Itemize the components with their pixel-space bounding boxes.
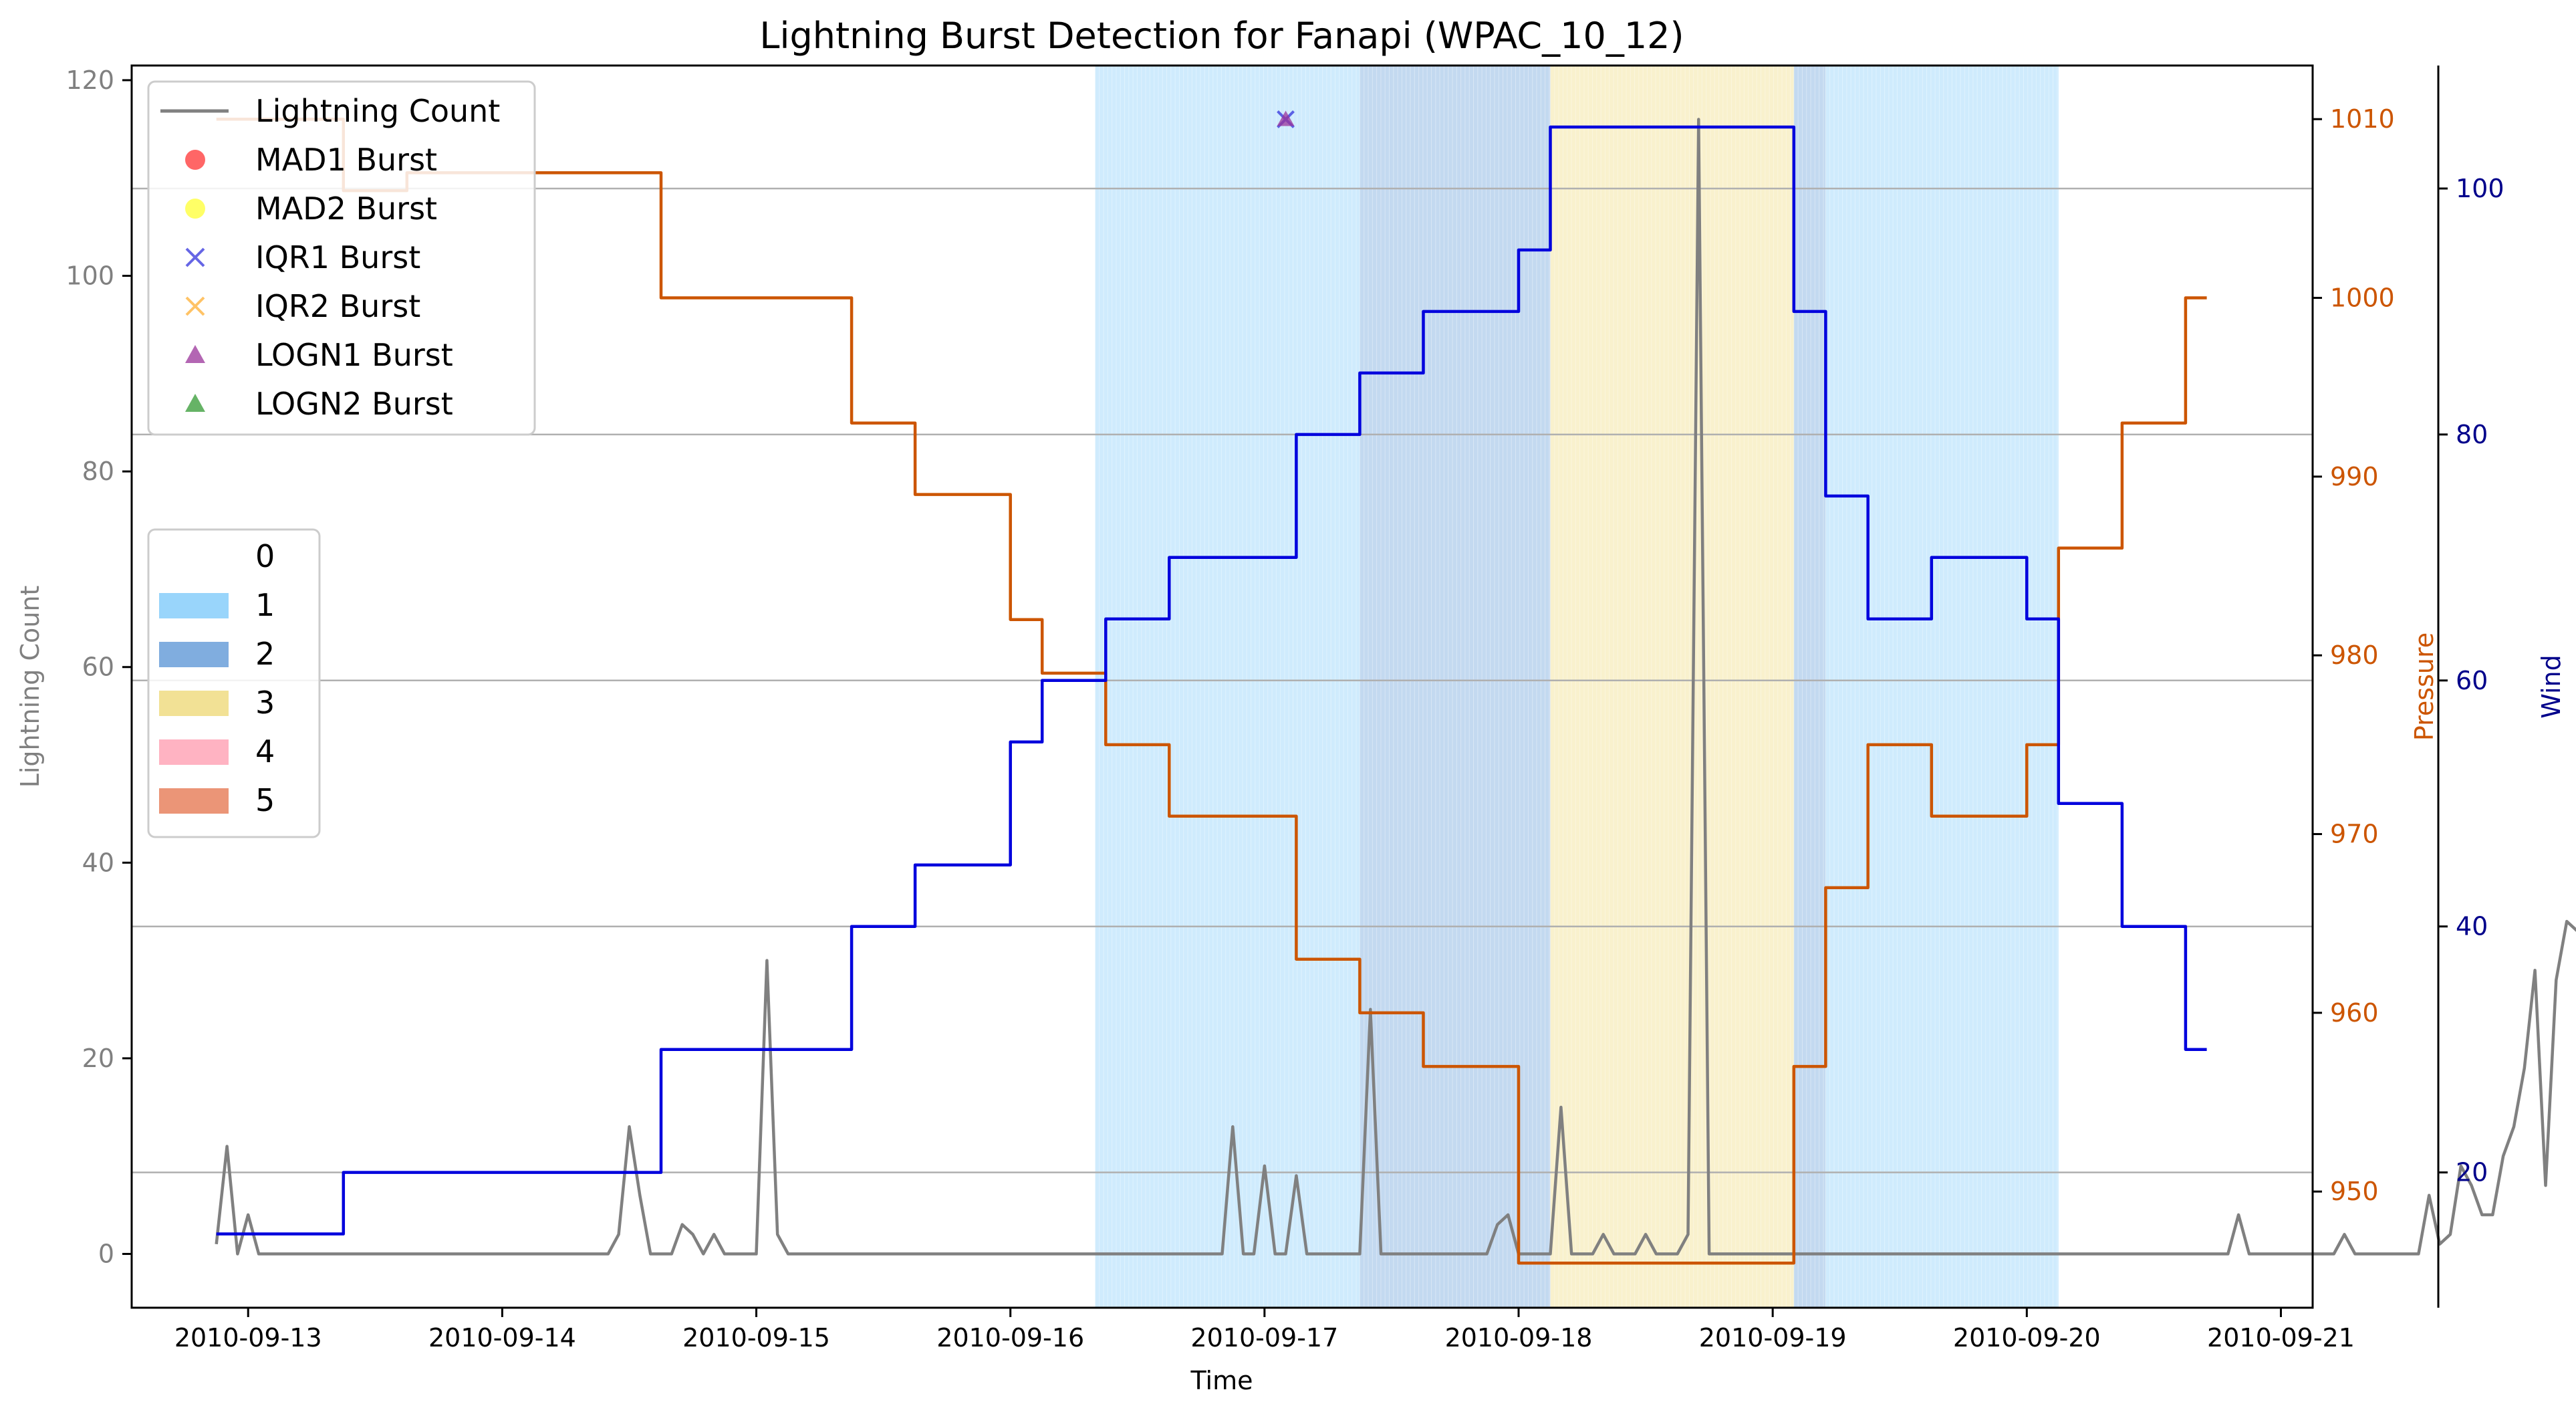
x-tick-label: 2010-09-17: [1190, 1323, 1338, 1353]
y-tick-label: 60: [82, 653, 114, 682]
legend-bursts: Lightning Count MAD1 Burst MAD2 Burst IQR1 …: [147, 80, 536, 436]
legend-entry-label: MAD2 Burst: [255, 191, 437, 227]
x-tick-label: 2010-09-18: [1445, 1323, 1593, 1353]
y2-tick-label: 990: [2330, 462, 2379, 491]
legend-circle-swatch: [185, 150, 205, 170]
plot-frame: [130, 64, 2314, 1309]
legend-category-label: 3: [255, 685, 275, 721]
y3-tick-label: 80: [2456, 420, 2488, 449]
legend-category-label: 4: [255, 733, 275, 770]
x-axis-label: Time: [1190, 1366, 1253, 1395]
y3-tick-label: 60: [2456, 666, 2488, 695]
y3-tick-label: 40: [2456, 912, 2488, 941]
pressure-line: [216, 117, 2207, 1265]
legend-entry-label: MAD1 Burst: [255, 142, 437, 178]
y3-tick-label: 100: [2456, 174, 2504, 203]
y-tick-label: 80: [82, 457, 114, 486]
legend-entry-label: LOGN2 Burst: [255, 386, 453, 422]
legend-categories: 0 1 2 3 4 5: [147, 528, 321, 838]
legend-category-swatch: [159, 642, 229, 667]
legend-category-swatch: [159, 739, 229, 765]
category-band-1: [1825, 66, 2059, 1308]
category-band-3: [1550, 66, 1794, 1308]
y-tick-label: 20: [82, 1044, 114, 1073]
legend-triangle-swatch: [185, 394, 205, 412]
category-band-2: [1793, 66, 1826, 1308]
y2-tick-label: 1000: [2330, 283, 2395, 313]
y-tick-label: 100: [66, 261, 114, 291]
x-tick-label: 2010-09-19: [1699, 1323, 1847, 1353]
x-tick-label: 2010-09-13: [174, 1323, 322, 1353]
x-tick-label: 2010-09-14: [428, 1323, 576, 1353]
category-band-1: [1095, 66, 1360, 1308]
burst-markers: [1277, 110, 1295, 128]
y2-tick-label: 980: [2330, 640, 2379, 670]
legend-category-label: 5: [255, 782, 275, 818]
legend-x-swatch: [185, 296, 205, 316]
x-tick-label: 2010-09-16: [936, 1323, 1084, 1353]
axes: 2010-09-13 2010-09-14 2010-09-15 2010-09-16…: [66, 66, 2504, 1353]
wind-line: [216, 125, 2207, 1236]
y2-axis-label: Pressure: [2410, 632, 2439, 741]
y-axis-label: Lightning Count: [15, 586, 45, 788]
legend-category-swatch: [159, 788, 229, 814]
series-lines: [215, 117, 2576, 1265]
y3-tick-label: 20: [2456, 1158, 2488, 1187]
y2-tick-label: 950: [2330, 1177, 2379, 1206]
category-bands: [1094, 66, 2059, 1308]
legend-triangle-swatch: [185, 345, 205, 363]
y2-tick-label: 970: [2330, 820, 2379, 849]
x-tick-label: 2010-09-15: [682, 1323, 830, 1353]
chart-title: Lightning Burst Detection for Fanapi (WP…: [759, 15, 1684, 57]
legend-category-swatch: [159, 691, 229, 716]
x-tick-label: 2010-09-21: [2207, 1323, 2355, 1353]
legend-category-label: 2: [255, 636, 275, 672]
y3-axis-label: Wind: [2537, 655, 2566, 719]
legend-entry-label: Lightning Count: [255, 93, 500, 129]
x-tick-label: 2010-09-20: [1953, 1323, 2101, 1353]
y-tick-label: 120: [66, 66, 114, 95]
legend-circle-swatch: [185, 199, 205, 219]
y2-tick-label: 960: [2330, 998, 2379, 1028]
legend-entry-label: LOGN1 Burst: [255, 337, 453, 373]
y-tick-label: 40: [82, 848, 114, 877]
legend-category-swatch: [159, 593, 229, 618]
legend-entry-label: IQR1 Burst: [255, 239, 420, 275]
lightning-count-line: [215, 118, 2576, 1256]
legend-bursts-box: [147, 80, 536, 436]
y2-tick-label: 1010: [2330, 104, 2395, 134]
y-tick-label: 0: [98, 1240, 114, 1269]
legend-category-label: 1: [255, 587, 275, 623]
legend-x-swatch: [185, 247, 205, 267]
legend-entry-label: IQR2 Burst: [255, 288, 420, 324]
logn1-burst-marker: [1277, 110, 1295, 126]
category-band-2: [1360, 66, 1551, 1308]
legend-category-label: 0: [255, 538, 275, 574]
